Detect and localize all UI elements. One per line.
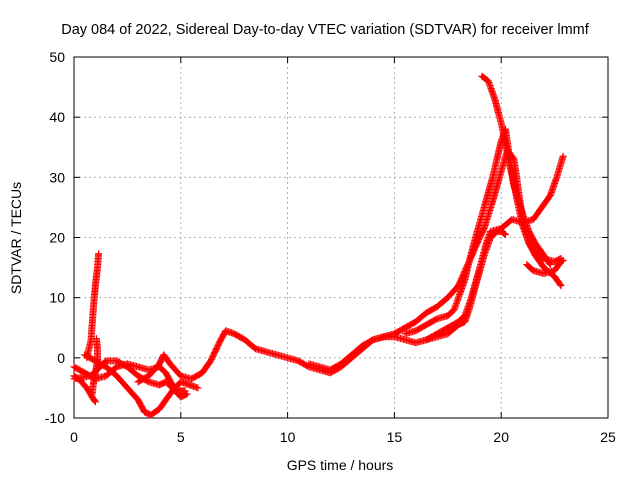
data-point [546,261,554,269]
series-track-b [83,250,103,362]
y-tick-label: -10 [45,410,65,426]
data-point [95,250,103,258]
y-tick-labels: -10 0 10 20 30 40 50 [45,49,65,426]
x-tick-label: 0 [70,429,78,445]
y-tick-label: 10 [49,290,65,306]
data-point [545,259,553,267]
data-point [557,282,565,290]
data-point [558,257,566,265]
series-track-j [478,72,554,269]
y-tick-label: 0 [57,350,65,366]
series-track-h [305,146,565,374]
data-point [194,384,202,392]
data-point [559,152,567,160]
data-point [183,390,191,398]
data-point [182,391,190,399]
y-tick-label: 20 [49,230,65,246]
axis-ticks [73,56,609,419]
data-point [91,398,99,406]
y-tick-label: 30 [49,169,65,185]
data-points [70,72,567,419]
y-tick-label: 50 [49,49,65,65]
data-point [559,256,567,264]
data-point [88,390,96,398]
data-point [501,230,509,238]
data-point [500,230,508,238]
x-tick-label: 25 [600,429,616,445]
series-track-f [70,357,191,401]
data-point [91,397,99,405]
x-tick-label: 10 [280,429,296,445]
x-tick-label: 5 [177,429,185,445]
x-axis-label: GPS time / hours [287,457,394,473]
series-track-l [523,256,567,278]
chart-title: Day 084 of 2022, Sidereal Day-to-day VTE… [61,22,590,38]
x-tick-label: 20 [493,429,509,445]
data-point [556,280,564,288]
x-tick-labels: 0 5 10 15 20 25 [70,429,616,445]
x-tick-label: 15 [387,429,403,445]
series-track-k [422,152,567,344]
series-track-e [81,351,202,419]
y-tick-label: 40 [49,109,65,125]
y-axis-label: SDTVAR / TECUs [8,182,24,294]
